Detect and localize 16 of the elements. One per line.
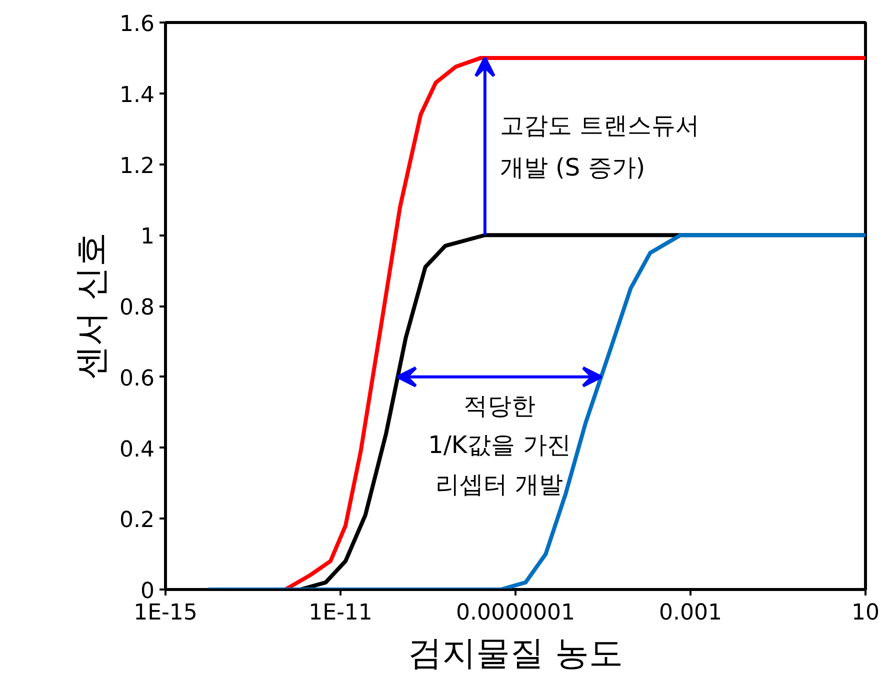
x-tick-label: 0.0000001	[456, 600, 575, 626]
y-tick-label: 0.2	[120, 508, 155, 534]
y-tick-label: 0.8	[120, 296, 155, 320]
x-tick-label: 10	[852, 600, 880, 626]
y-tick-label: 0.4	[120, 437, 155, 462]
annotation: 고감도 트랜스듀서 개발 (S 증가)	[500, 112, 700, 182]
x-tick-label: 1E-11	[308, 600, 372, 626]
y-tick-label: 1.4	[120, 82, 155, 108]
y-tick-label: 0.6	[120, 366, 155, 392]
x-tick-label: 0.001	[659, 600, 722, 626]
x-axis-title: 검지물질 농도	[408, 634, 623, 674]
y-axis-title: 센서 신호	[72, 232, 112, 380]
annotation: 적당한 1/K값을 가진 리셉터 개발	[428, 392, 571, 498]
y-tick-label: 1.2	[120, 154, 155, 179]
y-tick-label: 1	[140, 224, 155, 250]
y-tick-label: 1.6	[120, 12, 155, 37]
